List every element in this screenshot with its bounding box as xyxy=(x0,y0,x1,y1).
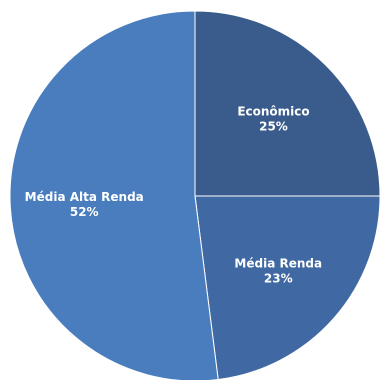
pie-labels: Econômico 25% Média Renda 23% Média Alta Ren… xyxy=(25,105,322,286)
slice-label-0: Econômico 25% xyxy=(237,105,309,134)
slice-percent-1: 23% xyxy=(264,271,293,285)
slice-category-0: Econômico xyxy=(237,105,309,119)
slice-label-2: Média Alta Renda 52% xyxy=(25,190,144,219)
pie-slice-0 xyxy=(194,10,380,197)
slice-category-2: Média Alta Renda xyxy=(25,190,144,204)
slice-label-1: Média Renda 23% xyxy=(234,256,322,285)
slice-percent-2: 52% xyxy=(70,205,99,219)
pie-slice-2 xyxy=(9,10,219,380)
slice-category-1: Média Renda xyxy=(234,256,322,270)
pie-slice-1 xyxy=(194,195,380,380)
slice-percent-0: 25% xyxy=(259,120,288,134)
pie-slices xyxy=(9,10,380,380)
